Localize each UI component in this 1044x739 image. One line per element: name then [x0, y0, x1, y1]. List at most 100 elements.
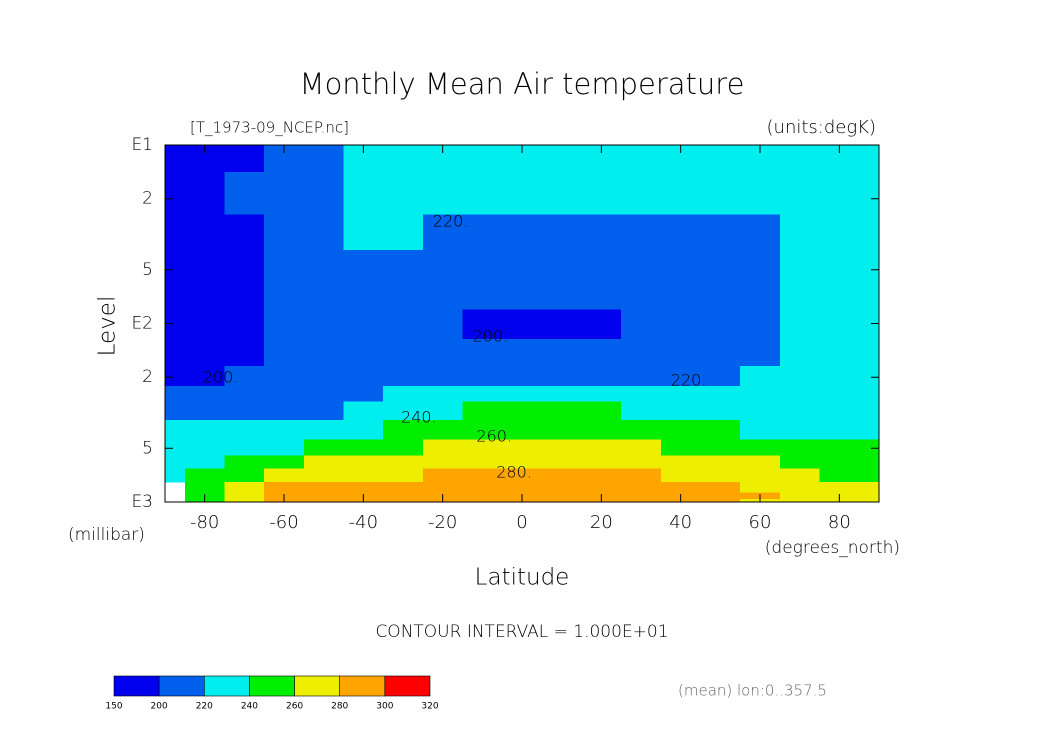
- field-cell: [660, 339, 701, 367]
- field-cell: [462, 481, 503, 494]
- field-cell: [859, 498, 880, 503]
- field-cell: [303, 401, 344, 421]
- field-cell: [779, 419, 820, 441]
- field-cell: [859, 309, 880, 340]
- colorbar-box: [294, 675, 341, 697]
- field-cell: [700, 492, 741, 500]
- field-cell: [224, 249, 265, 284]
- field-cell: [502, 171, 543, 215]
- field-cell: [660, 455, 701, 469]
- field-cell: [184, 214, 225, 251]
- field-cell: [779, 468, 820, 483]
- field-cell: [224, 419, 265, 441]
- field-cell: [264, 249, 305, 284]
- field-cell: [740, 309, 781, 340]
- field-cell: [859, 455, 880, 469]
- field-cell: [740, 171, 781, 215]
- field-cell: [502, 339, 543, 367]
- field-cell: [303, 481, 344, 494]
- field-cell: [581, 214, 622, 251]
- field-cell: [343, 282, 384, 311]
- field-cell: [383, 419, 424, 441]
- field-cell: [462, 468, 503, 483]
- field-cell: [700, 366, 741, 387]
- field-cell: [740, 282, 781, 311]
- field-cell: [541, 309, 582, 340]
- field-cell: [779, 171, 820, 215]
- field-cell: [165, 455, 186, 469]
- field-cell: [422, 309, 463, 340]
- field-cell: [303, 439, 344, 456]
- field-cell: [224, 366, 265, 387]
- y-tick-label: E3: [131, 492, 153, 512]
- field-cell: [779, 249, 820, 284]
- x-tick-label: 80: [828, 512, 851, 533]
- field-cell: [819, 282, 860, 311]
- field-cell: [779, 401, 820, 421]
- field-cell: [184, 385, 225, 403]
- field-cell: [462, 282, 503, 311]
- field-cell: [660, 468, 701, 483]
- field-cell: [264, 282, 305, 311]
- field-cell: [740, 468, 781, 483]
- field-cell: [383, 366, 424, 387]
- field-cell: [700, 468, 741, 483]
- field-cell: [264, 171, 305, 215]
- field-cell: [184, 339, 225, 367]
- field-cell: [462, 419, 503, 441]
- field-cell: [581, 468, 622, 483]
- field-cell: [224, 401, 265, 421]
- field-cell: [621, 339, 662, 367]
- field-cell: [224, 309, 265, 340]
- field-cell: [660, 171, 701, 215]
- x-axis-title: Latitude: [475, 565, 570, 591]
- field-cell: [462, 249, 503, 284]
- field-cell: [343, 214, 384, 251]
- field-cell: [224, 468, 265, 483]
- y-tick-label: E1: [131, 135, 153, 155]
- field-cell: [700, 419, 741, 441]
- x-tick-label: 40: [669, 512, 692, 533]
- field-cell: [264, 419, 305, 441]
- field-cell: [264, 214, 305, 251]
- field-cell: [779, 455, 820, 469]
- field-cell: [264, 468, 305, 483]
- field-cell: [383, 339, 424, 367]
- field-cell: [621, 309, 662, 340]
- field-cell: [581, 481, 622, 494]
- field-cell: [502, 439, 543, 456]
- field-cell: [383, 492, 424, 500]
- field-cell: [700, 171, 741, 215]
- field-cell: [383, 455, 424, 469]
- contour-label: 240.: [401, 407, 437, 426]
- field-cell: [462, 492, 503, 500]
- field-cell: [581, 419, 622, 441]
- field-cell: [779, 366, 820, 387]
- field-cell: [779, 282, 820, 311]
- field-cell: [502, 309, 543, 340]
- field-cell: [660, 309, 701, 340]
- field-cell: [383, 401, 424, 421]
- field-cell: [779, 492, 820, 500]
- field-cell: [462, 309, 503, 340]
- field-cell: [819, 249, 860, 284]
- field-cell: [422, 481, 463, 494]
- field-cell: [383, 468, 424, 483]
- field-cell: [462, 455, 503, 469]
- field-cell: [184, 309, 225, 340]
- field-cell: [422, 282, 463, 311]
- field-cell: [621, 145, 662, 173]
- colorbar-label: 280: [331, 702, 348, 712]
- field-cell: [383, 282, 424, 311]
- field-cell: [165, 439, 186, 456]
- field-cell: [165, 385, 186, 403]
- field-cell: [660, 419, 701, 441]
- colorbar-box: [339, 675, 386, 697]
- field-cell: [343, 481, 384, 494]
- contour-label: 220.: [671, 371, 707, 390]
- y-tick-label: 2: [142, 367, 153, 387]
- field-cell: [224, 455, 265, 469]
- field-cell: [859, 385, 880, 403]
- field-cell: [165, 419, 186, 441]
- colorbar-label: 300: [376, 702, 393, 712]
